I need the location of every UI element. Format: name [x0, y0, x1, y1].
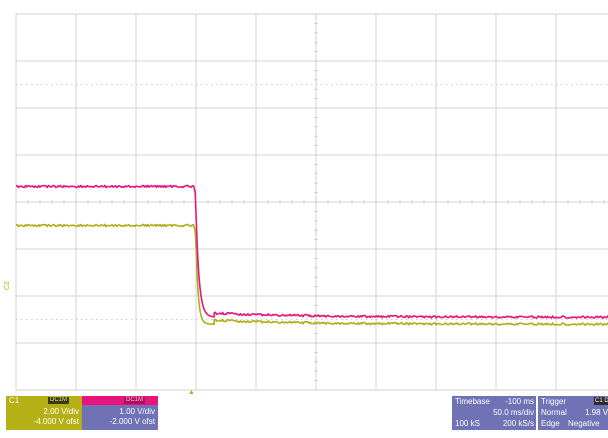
- channel1-header: C1 DC1M: [6, 396, 82, 405]
- timebase-rate: 200 kS/s: [502, 419, 534, 428]
- channel2-trace: [15, 184, 608, 320]
- timebase-per-div: 50.0 ms/div: [493, 408, 534, 417]
- channel2-scale: 1.00 V/div: [119, 407, 155, 416]
- channel2-header: DC1M: [82, 396, 158, 405]
- timebase-delay: -100 ms: [505, 397, 534, 406]
- channel2-ground-marker[interactable]: C2: [4, 281, 11, 290]
- trigger-label: Trigger: [541, 397, 567, 406]
- trigger-level: 1.98 V: [585, 408, 608, 417]
- trigger-mode: Normal: [541, 408, 567, 417]
- timebase-descriptor[interactable]: Timebase -100 ms 50.0 ms/div 100 kS 200 …: [452, 396, 536, 430]
- channel2-offset: -2.000 V ofst: [109, 417, 155, 426]
- trigger-position-marker[interactable]: ▲: [188, 389, 195, 396]
- channel1-offset: -4.000 V ofst: [33, 417, 79, 426]
- channel1-name: C1: [9, 396, 20, 405]
- channel1-descriptor[interactable]: C1 DC1M 2.00 V/div -4.000 V ofst: [6, 396, 82, 430]
- channel2-descriptor[interactable]: DC1M 1.00 V/div -2.000 V ofst: [82, 396, 158, 430]
- channel1-scale: 2.00 V/div: [43, 407, 79, 416]
- traces: [15, 184, 608, 327]
- trigger-source-tag: C1 DC: [594, 397, 608, 405]
- channel1-coupling-tag: DC1M: [48, 397, 70, 404]
- channel1-trace: [15, 223, 608, 327]
- grid-lines: [15, 13, 608, 391]
- trigger-descriptor[interactable]: Trigger C1 DC Normal 1.98 V Edge Negativ…: [538, 396, 608, 430]
- trigger-type: Edge: [541, 419, 560, 428]
- channel2-coupling-tag: DC1M: [124, 397, 146, 404]
- timebase-samples: 100 kS: [455, 419, 480, 428]
- timebase-label: Timebase: [455, 397, 490, 406]
- trigger-slope: Negative: [568, 419, 600, 428]
